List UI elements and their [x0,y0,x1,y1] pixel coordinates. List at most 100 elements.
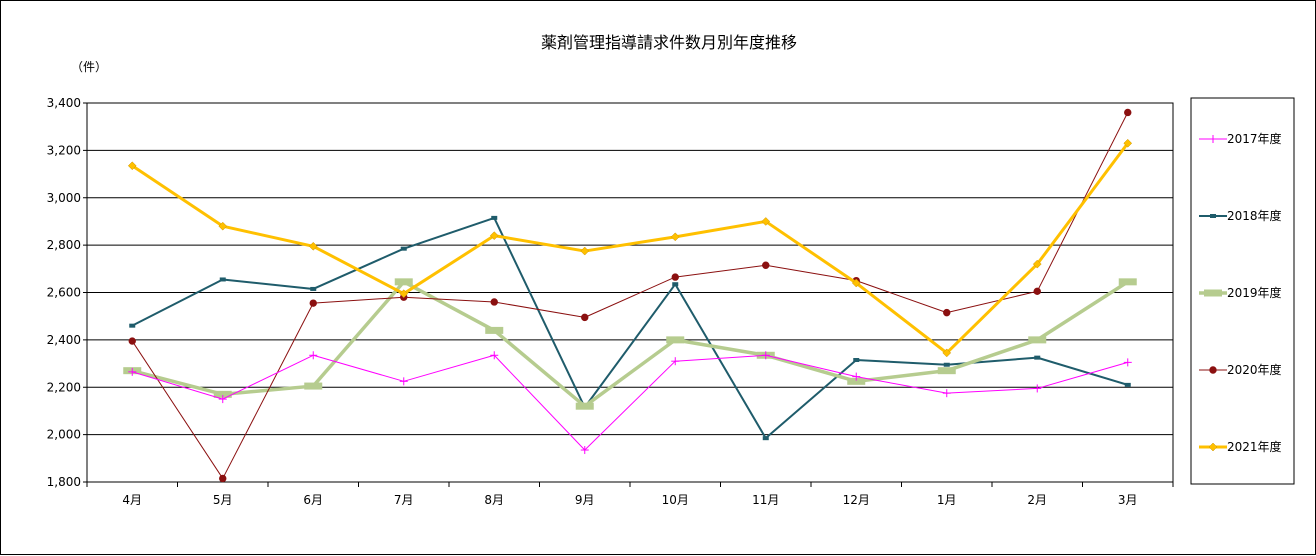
legend-swatch-marker-2021年度 [1208,442,1218,452]
point-2020年度 [490,298,498,306]
point-2019年度 [213,390,232,398]
point-2017年度 [1123,358,1132,367]
series-layer [123,108,1137,483]
point-2020年度 [1124,108,1132,117]
axis-layer: 1,800 2,000 2,200 2,400 2,600 2,800 3,000 3,200… [47,96,1174,507]
x-tick-label: 9月 [575,493,595,507]
x-tick-label: 4月 [122,493,142,507]
point-2018年度 [129,323,136,328]
point-2017年度 [671,357,680,366]
point-2018年度 [491,215,498,220]
point-2017年度 [1033,384,1042,393]
point-2021年度 [489,231,499,241]
point-2017年度 [128,367,137,376]
y-tick-label: 2,200 [47,380,81,394]
point-2019年度 [575,402,594,410]
point-2021年度 [942,348,952,358]
point-2021年度 [308,241,318,251]
point-2018年度 [219,277,226,282]
point-2021年度 [218,221,228,231]
point-2020年度 [581,313,589,322]
point-2017年度 [852,372,861,381]
point-2020年度 [219,474,227,483]
legend-label: 2020年度 [1227,362,1282,377]
x-tick-label: 5月 [213,493,233,507]
point-2018年度 [672,282,679,287]
x-tick-label: 7月 [394,493,414,507]
x-tick-label: 10月 [662,493,689,507]
y-tick-label: 1,800 [47,475,81,489]
legend-swatch-marker-2019年度 [1204,289,1222,297]
point-2018年度 [853,358,860,363]
point-2017年度 [309,351,318,360]
series-2019年度 [123,278,1137,410]
point-2018年度 [762,436,769,441]
point-2018年度 [1034,355,1041,360]
point-2021年度 [1123,138,1133,148]
series-line-2020年度 [131,112,1129,479]
point-2018年度 [943,362,950,367]
point-2019年度 [847,377,866,385]
point-2017年度 [490,351,499,360]
y-tick-label: 3,400 [47,96,81,110]
point-2018年度 [400,246,407,251]
point-2021年度 [399,289,409,299]
legend-item: 2021年度 [1199,439,1282,454]
legend-label: 2019年度 [1227,285,1282,300]
y-tick-label: 2,600 [47,286,81,300]
series-line-2017年度 [132,354,1128,451]
point-2019年度 [666,336,685,344]
point-2019年度 [1118,278,1137,286]
point-2021年度 [580,246,590,256]
x-tick-label: 1月 [937,493,957,507]
point-2021年度 [761,217,771,226]
legend-item: 2020年度 [1199,362,1282,377]
point-2017年度 [399,377,408,386]
series-line-2018年度 [131,216,1129,440]
point-2020年度 [943,308,951,317]
legend-item: 2019年度 [1199,285,1282,300]
legend-item: 2018年度 [1199,208,1282,223]
point-2019年度 [394,278,413,286]
legend-label: 2017年度 [1227,131,1282,146]
series-2020年度 [128,108,1132,483]
point-2020年度 [1033,287,1041,296]
legend-label: 2018年度 [1227,208,1282,223]
x-tick-label: 6月 [303,493,323,507]
y-tick-label: 2,800 [47,238,81,252]
legend-swatch-marker-2020年度 [1209,366,1217,374]
x-tick-label: 2月 [1027,493,1047,507]
x-tick-label: 11月 [752,493,779,507]
series-line-2021年度 [131,142,1129,355]
y-tick-label: 3,000 [47,191,81,205]
legend-swatch-marker-2017年度 [1209,135,1217,143]
point-2017年度 [942,389,951,398]
series-2021年度 [127,138,1133,358]
legend-item: 2017年度 [1199,131,1282,146]
series-line-2019年度 [131,280,1129,408]
y-unit-label: （件） [71,60,107,74]
x-tick-label: 3月 [1118,493,1138,507]
legend: 2017年度 2018年度 2019年度 2020年度 2021年度 [1190,97,1295,485]
chart-title: 薬剤管理指導請求件数月別年度推移 [541,33,797,52]
point-2020年度 [309,299,317,307]
y-tick-label: 3,200 [47,143,81,157]
point-2020年度 [128,337,136,345]
point-2020年度 [762,261,770,269]
point-2019年度 [937,367,956,375]
y-tick-label: 2,400 [47,333,81,347]
point-2018年度 [1124,382,1131,387]
point-2019年度 [485,326,504,334]
x-tick-label: 12月 [843,493,870,507]
series-2018年度 [129,215,1131,441]
x-tick-label: 8月 [484,493,504,507]
point-2021年度 [670,232,680,242]
point-2021年度 [127,161,137,171]
legend-swatch-marker-2018年度 [1210,214,1216,218]
point-2017年度 [218,395,227,404]
point-2020年度 [671,273,679,281]
y-tick-label: 2,000 [47,428,81,442]
series-2017年度 [128,351,1132,455]
